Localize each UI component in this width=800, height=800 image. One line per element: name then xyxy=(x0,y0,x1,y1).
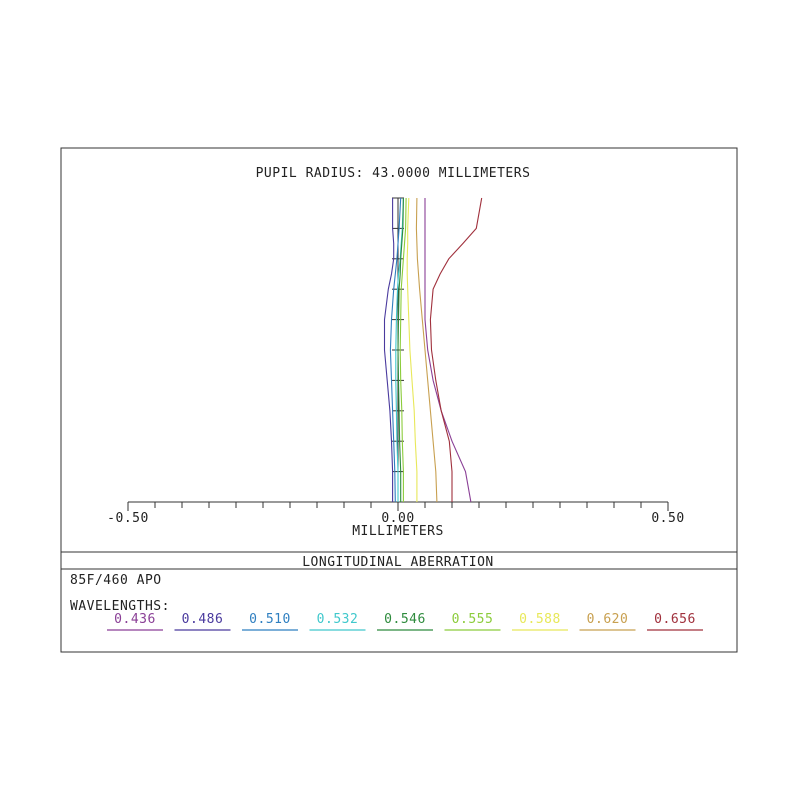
series-line-0.546 xyxy=(397,197,404,502)
legend-entry-label: 0.546 xyxy=(384,612,426,627)
legend-entry-label: 0.620 xyxy=(587,612,629,627)
x-tick-label: 0.50 xyxy=(651,511,684,526)
series-line-0.555 xyxy=(399,197,407,502)
legend-entry-label: 0.532 xyxy=(317,612,359,627)
x-axis-label: MILLIMETERS xyxy=(352,524,444,539)
series-line-0.620 xyxy=(415,197,438,503)
legend-entry-label: 0.510 xyxy=(249,612,291,627)
x-axis-ticks xyxy=(127,502,669,511)
plot-frame xyxy=(60,147,738,653)
legend-title: WAVELENGTHS: xyxy=(70,599,170,614)
legend-entry-label: 0.555 xyxy=(452,612,494,627)
series-line-0.486 xyxy=(383,198,395,502)
x-axis-tick-labels: -0.50 0.00 0.50 xyxy=(107,511,684,526)
legend-entry-label: 0.486 xyxy=(182,612,224,627)
chart-title: PUPIL RADIUS: 43.0000 MILLIMETERS xyxy=(256,166,531,181)
series-line-0.436 xyxy=(424,198,472,503)
series-line-0.588 xyxy=(406,197,418,502)
legend-entry-label: 0.436 xyxy=(114,612,156,627)
legend-entry-label: 0.656 xyxy=(654,612,696,627)
x-tick-label: -0.50 xyxy=(107,511,149,526)
series-line-0.656 xyxy=(429,197,483,502)
chart-caption: LONGITUDINAL ABERRATION xyxy=(302,555,494,570)
series-line-0.532 xyxy=(395,197,404,502)
series-layer xyxy=(383,197,483,503)
design-name: 85F/460 APO xyxy=(70,573,162,588)
x-tick-label: 0.00 xyxy=(381,511,414,526)
series-line-0.510 xyxy=(389,197,402,503)
legend-entry-label: 0.588 xyxy=(519,612,561,627)
legend: 0.436 0.486 0.510 0.532 0.546 0.555 0.588 0.620… xyxy=(107,612,703,631)
